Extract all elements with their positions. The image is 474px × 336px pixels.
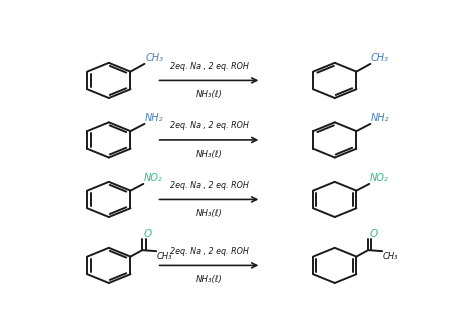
Text: CH₃: CH₃ (145, 53, 163, 63)
Text: CH₃: CH₃ (371, 53, 389, 63)
Text: NO₂: NO₂ (144, 173, 163, 183)
Text: 2eq. Na , 2 eq. ROH: 2eq. Na , 2 eq. ROH (170, 61, 248, 71)
Text: NH₂: NH₂ (145, 113, 164, 123)
Text: O: O (370, 229, 378, 239)
Text: 2eq. Na , 2 eq. ROH: 2eq. Na , 2 eq. ROH (170, 247, 248, 256)
Text: O: O (144, 229, 152, 239)
Text: 2eq. Na , 2 eq. ROH: 2eq. Na , 2 eq. ROH (170, 181, 248, 190)
Text: NH₃(ℓ): NH₃(ℓ) (195, 275, 222, 284)
Text: NH₃(ℓ): NH₃(ℓ) (195, 209, 222, 218)
Text: CH₃: CH₃ (383, 252, 398, 261)
Text: NH₃(ℓ): NH₃(ℓ) (195, 90, 222, 99)
Text: NH₂: NH₂ (371, 113, 390, 123)
Text: CH₃: CH₃ (156, 252, 172, 261)
Text: NO₂: NO₂ (370, 173, 389, 183)
Text: 2eq. Na , 2 eq. ROH: 2eq. Na , 2 eq. ROH (170, 121, 248, 130)
Text: NH₃(ℓ): NH₃(ℓ) (195, 150, 222, 159)
